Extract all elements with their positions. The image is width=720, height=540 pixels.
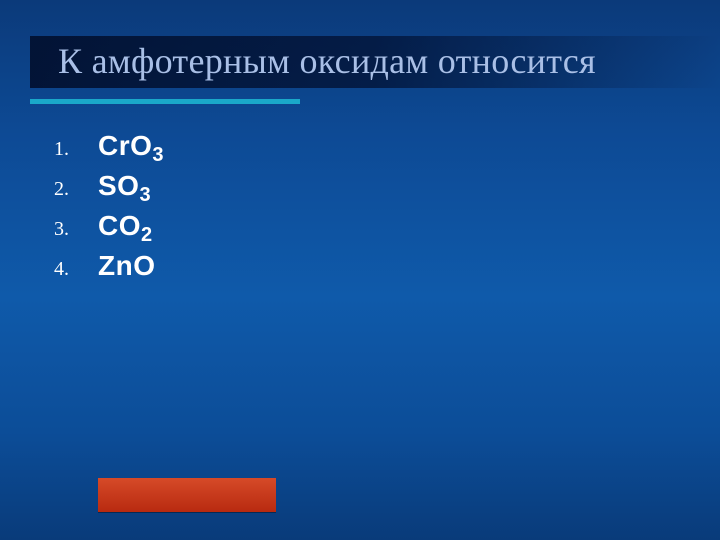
list-item: 4. ZnO xyxy=(54,250,164,288)
title-underline xyxy=(30,99,300,104)
item-formula: CrO3 xyxy=(98,130,164,162)
item-formula: SO3 xyxy=(98,170,151,202)
formula-sub: 3 xyxy=(139,184,151,206)
item-formula: CO2 xyxy=(98,210,153,242)
action-button[interactable] xyxy=(98,478,276,512)
answer-list: 1. CrO3 2. SO3 3. CO2 4. ZnO xyxy=(54,130,164,290)
item-formula: ZnO xyxy=(98,250,156,282)
list-item: 1. CrO3 xyxy=(54,130,164,168)
item-number: 1. xyxy=(54,130,98,161)
list-item: 2. SO3 xyxy=(54,170,164,208)
slide-title: К амфотерным оксидам относится xyxy=(58,40,596,82)
formula-base: ZnO xyxy=(98,250,156,281)
formula-sub: 3 xyxy=(152,144,164,166)
formula-base: CO xyxy=(98,210,141,241)
formula-base: SO xyxy=(98,170,139,201)
item-number: 3. xyxy=(54,210,98,241)
item-number: 4. xyxy=(54,250,98,281)
formula-sub: 2 xyxy=(141,224,153,246)
list-item: 3. CO2 xyxy=(54,210,164,248)
formula-base: CrO xyxy=(98,130,152,161)
item-number: 2. xyxy=(54,170,98,201)
